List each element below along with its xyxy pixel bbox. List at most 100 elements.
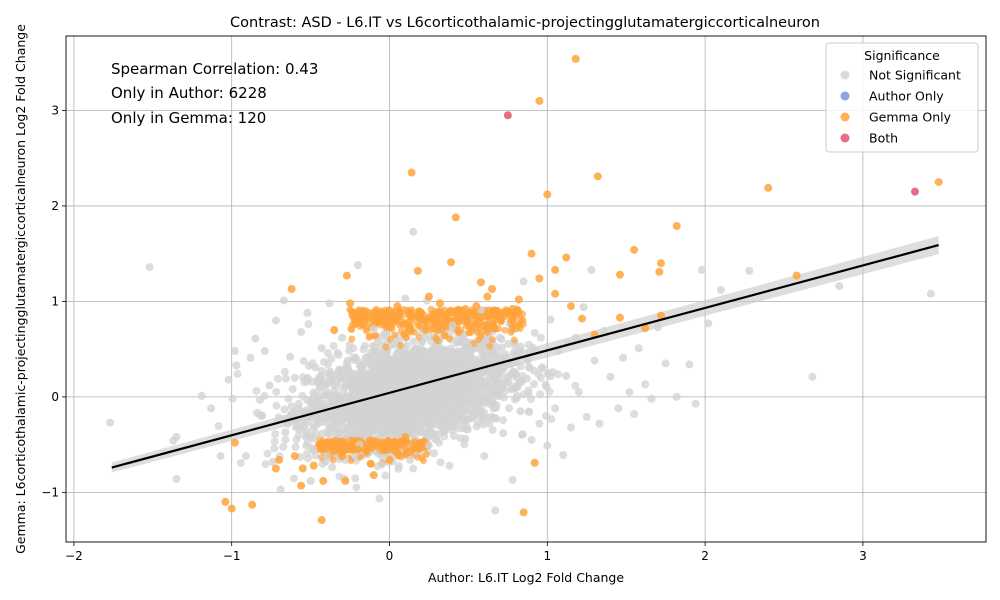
point-not-significant	[409, 227, 418, 236]
point-gemma-only	[566, 302, 575, 311]
point-not-significant	[364, 412, 373, 421]
y-tick-label: 0	[51, 390, 59, 404]
cloud-point	[287, 402, 296, 411]
point-not-significant	[316, 412, 325, 421]
point-gemma-only	[309, 461, 318, 470]
band-point-upper	[413, 318, 421, 326]
point-not-significant	[330, 381, 339, 390]
cloud-point	[413, 392, 422, 401]
point-gemma-only	[435, 299, 444, 308]
annotation-only-gemma: Only in Gemma: 120	[111, 109, 266, 127]
cloud-point	[504, 339, 513, 348]
point-not-significant	[276, 485, 285, 494]
point-not-significant	[491, 506, 500, 515]
point-not-significant	[653, 323, 662, 332]
point-not-significant	[503, 372, 512, 381]
cloud-point	[328, 463, 337, 472]
point-not-significant	[595, 419, 604, 428]
point-not-significant	[281, 428, 290, 437]
point-not-significant	[372, 385, 381, 394]
point-not-significant	[197, 391, 206, 400]
cloud-point	[370, 343, 379, 352]
point-not-significant	[456, 361, 465, 370]
cloud-point	[214, 422, 223, 431]
point-not-significant	[290, 373, 299, 382]
cloud-point	[546, 372, 555, 381]
point-not-significant	[297, 327, 306, 336]
cloud-point	[343, 356, 352, 365]
band-point-lower	[346, 436, 354, 444]
point-not-significant	[286, 352, 295, 361]
point-not-significant	[634, 344, 643, 353]
cloud-point	[293, 422, 302, 431]
cloud-point	[486, 349, 495, 358]
point-gemma-only	[440, 311, 449, 320]
cloud-point	[480, 383, 489, 392]
point-gemma-only	[477, 278, 486, 287]
cloud-point	[431, 368, 440, 377]
band-point-upper	[519, 310, 527, 318]
cloud-point	[340, 428, 349, 437]
cloud-point	[510, 395, 519, 404]
x-tick-label: −1	[223, 549, 241, 563]
point-not-significant	[461, 434, 470, 443]
point-not-significant	[625, 388, 634, 397]
cloud-point	[391, 419, 400, 428]
point-gemma-only	[530, 458, 539, 467]
cloud-point	[483, 335, 492, 344]
point-not-significant	[519, 277, 528, 286]
band-point-upper	[408, 316, 416, 324]
point-not-significant	[448, 321, 457, 330]
cloud-point	[304, 361, 313, 370]
point-not-significant	[246, 353, 255, 362]
point-not-significant	[551, 404, 560, 413]
cloud-point	[529, 366, 538, 375]
legend-marker	[840, 133, 850, 143]
x-tick-label: −2	[65, 549, 83, 563]
point-not-significant	[445, 461, 454, 470]
cloud-point	[252, 386, 261, 395]
cloud-point	[384, 372, 393, 381]
band-point-upper	[350, 309, 358, 317]
annotation-spearman: Spearman Correlation: 0.43	[111, 60, 318, 78]
cloud-point	[261, 460, 270, 469]
point-not-significant	[429, 388, 438, 397]
cloud-point	[542, 382, 551, 391]
point-not-significant	[499, 429, 508, 438]
cloud-point	[571, 381, 580, 390]
point-gemma-only	[221, 497, 230, 506]
cloud-point	[315, 384, 324, 393]
point-not-significant	[630, 410, 639, 419]
band-point-lower	[402, 444, 410, 452]
cloud-point	[354, 382, 363, 391]
cloud-point	[372, 418, 381, 427]
band-point-upper	[462, 311, 470, 319]
point-not-significant	[303, 308, 312, 317]
x-tick-label: 3	[859, 549, 867, 563]
cloud-point	[471, 374, 480, 383]
point-not-significant	[346, 371, 355, 380]
point-gemma-only	[317, 516, 326, 525]
point-not-significant	[641, 380, 650, 389]
cloud-point	[324, 429, 333, 438]
band-point-lower	[329, 456, 337, 464]
cloud-point	[391, 381, 400, 390]
cloud-point	[394, 464, 403, 473]
cloud-point	[509, 384, 518, 393]
band-point-lower	[346, 442, 354, 450]
cloud-point	[426, 426, 435, 435]
cloud-point	[289, 474, 298, 483]
point-gemma-only	[297, 481, 306, 490]
cloud-point	[272, 401, 281, 410]
band-point-upper	[442, 323, 450, 331]
cloud-point	[458, 346, 467, 355]
point-not-significant	[511, 350, 520, 359]
legend-marker	[840, 91, 850, 101]
cloud-point	[523, 356, 532, 365]
band-point-upper	[497, 317, 505, 325]
band-point-upper	[485, 307, 493, 315]
cloud-point	[454, 378, 463, 387]
cloud-point	[312, 430, 321, 439]
legend-label: Author Only	[869, 89, 944, 104]
point-not-significant	[574, 388, 583, 397]
